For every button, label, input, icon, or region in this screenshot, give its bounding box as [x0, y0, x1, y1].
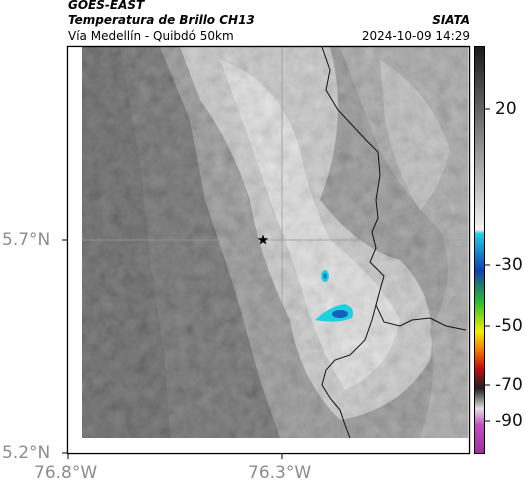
satellite-title: GOES-EAST — [68, 0, 145, 12]
product-title: Temperatura de Brillo CH13 — [68, 13, 255, 27]
colorbar-label: -70 — [495, 375, 523, 395]
colorbar-label: 20 — [495, 99, 517, 119]
lon-tick-label: 76.3°W — [248, 463, 312, 483]
colorbar-label: -30 — [495, 255, 523, 275]
border-line — [321, 47, 467, 331]
border-line — [321, 304, 377, 438]
star-icon — [257, 234, 269, 245]
colorbar-label: -50 — [495, 316, 523, 336]
lat-tick-label: 5.2°N — [2, 443, 51, 463]
colorbar-label: -90 — [495, 411, 523, 431]
satellite-image — [82, 47, 468, 438]
datetime-label: 2024-10-09 14:29 — [361, 29, 470, 43]
lat-tick-label: 5.7°N — [2, 230, 51, 250]
area-label: Vía Medellín - Quibdó 50km — [68, 29, 234, 43]
lon-tick-label: 76.8°W — [34, 463, 98, 483]
colorbar — [474, 46, 485, 454]
colorbar-ticks — [484, 108, 490, 422]
agency-label: SIATA — [432, 13, 470, 27]
